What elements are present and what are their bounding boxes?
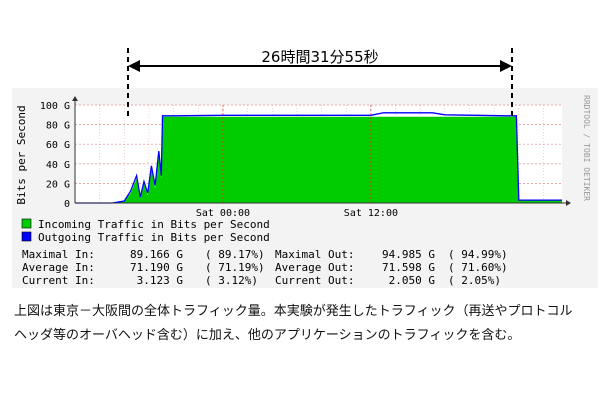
caption-line-2: ヘッダ等のオーバヘッド含む）に加え、他のアプリケーションのトラフィックを含む。 bbox=[14, 328, 521, 343]
legend: Incoming Traffic in Bits per SecondOutgo… bbox=[21, 218, 270, 244]
stat-cell: Maximal Out: bbox=[275, 248, 354, 261]
y-tick-label: 40 G bbox=[46, 160, 70, 171]
stat-cell: 3.123 G bbox=[137, 274, 183, 287]
legend-label: Incoming Traffic in Bits per Second bbox=[38, 218, 270, 231]
stats-table: Maximal In: 89.166 G ( 89.17%) Maximal Out:… bbox=[22, 248, 508, 287]
stat-cell: 94.985 G bbox=[382, 248, 435, 261]
legend-swatch bbox=[21, 218, 32, 229]
stat-cell: Current In: bbox=[22, 274, 95, 287]
stat-cell: 89.166 G bbox=[130, 248, 183, 261]
incoming-area bbox=[75, 116, 562, 203]
stat-cell: Current Out: bbox=[275, 274, 354, 287]
x-axis-arrow bbox=[566, 200, 571, 206]
x-tick-label: Sat 00:00 bbox=[196, 208, 250, 219]
stat-cell: 71.598 G bbox=[382, 261, 435, 274]
stat-cell: ( 94.99%) bbox=[448, 248, 508, 261]
legend-swatch bbox=[21, 231, 32, 242]
duration-marker bbox=[127, 48, 513, 118]
figure-caption: 上図は東京－大阪間の全体トラフィック量。本実験が発生したトラフィック（再送やプロ… bbox=[14, 300, 604, 348]
caption-line-1: 上図は東京－大阪間の全体トラフィック量。本実験が発生したトラフィック（再送やプロ… bbox=[14, 304, 573, 319]
y-tick-label: 0 bbox=[64, 199, 70, 210]
x-tick-label: Sat 12:00 bbox=[344, 208, 398, 219]
stat-cell: ( 71.19%) bbox=[205, 261, 265, 274]
y-axis-arrow bbox=[72, 96, 78, 101]
stat-cell: Maximal In: bbox=[22, 248, 95, 261]
stat-cell: ( 3.12%) bbox=[205, 274, 258, 287]
y-tick-label: 100 G bbox=[40, 101, 70, 112]
stat-cell: Average Out: bbox=[275, 261, 354, 274]
stat-cell: 2.050 G bbox=[389, 274, 435, 287]
stat-cell: ( 89.17%) bbox=[205, 248, 265, 261]
legend-label: Outgoing Traffic in Bits per Second bbox=[38, 231, 270, 244]
stat-cell: 71.190 G bbox=[130, 261, 183, 274]
stat-cell: Average In: bbox=[22, 261, 95, 274]
y-tick-label: 80 G bbox=[46, 121, 70, 132]
y-axis-label: Bits per Second bbox=[15, 105, 28, 204]
duration-label: 26時間31分55秒 bbox=[261, 48, 379, 66]
outgoing-line bbox=[75, 112, 562, 204]
plot-area: 0 20 G 40 G 60 G 80 G 100 G Sat 00:00 Sat 12:00 bbox=[40, 96, 571, 219]
stat-cell: ( 71.60%) bbox=[448, 261, 508, 274]
watermark: RRDTOOL / TOBI OETIKER bbox=[582, 95, 591, 201]
y-tick-label: 60 G bbox=[46, 140, 70, 151]
y-tick-label: 20 G bbox=[46, 179, 70, 190]
stat-cell: ( 2.05%) bbox=[448, 274, 501, 287]
